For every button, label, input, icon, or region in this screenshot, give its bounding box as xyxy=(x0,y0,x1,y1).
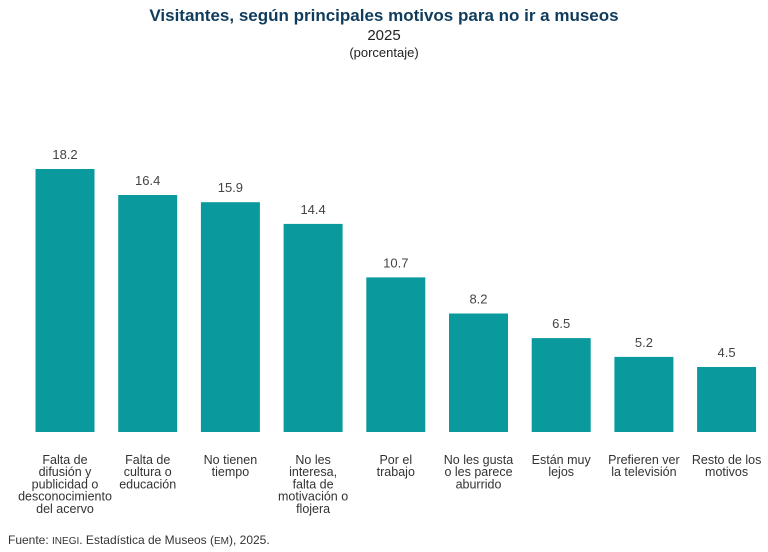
bar-6 xyxy=(449,313,508,432)
category-label-8: Prefieren ver la televisión xyxy=(608,453,680,479)
source-prefix: Fuente: xyxy=(8,533,53,547)
value-label-3: 15.9 xyxy=(218,180,243,195)
source-note: Fuente: INEGI. Estadística de Museos (EM… xyxy=(8,533,270,547)
bar-9 xyxy=(697,367,757,432)
bar-1 xyxy=(35,169,95,432)
category-label-6: No les gusta o les parece aburrido xyxy=(444,453,514,491)
source-text1: . Estadística de Museos ( xyxy=(79,533,214,547)
category-label-5: Por el trabajo xyxy=(377,453,415,479)
value-label-1: 18.2 xyxy=(52,147,77,162)
source-abbr: EM xyxy=(214,536,229,547)
bar-2 xyxy=(118,195,178,432)
chart-subtitle: (porcentaje) xyxy=(349,45,419,60)
value-label-8: 5.2 xyxy=(635,335,653,350)
category-label-3: No tienen tiempo xyxy=(204,453,258,479)
source-org: INEGI xyxy=(52,536,80,547)
category-label-2: Falta de cultura o educación xyxy=(119,453,176,491)
bar-8 xyxy=(614,356,674,432)
category-label-9: Resto de los motivos xyxy=(692,453,761,479)
source-text2: ), 2025. xyxy=(229,533,270,547)
bar-5 xyxy=(366,277,426,432)
category-label-4: No les interesa, falta de motivación o floje… xyxy=(278,453,348,516)
bar-7 xyxy=(531,338,591,432)
category-labels-group: Falta de difusión y publicidad o desconocim… xyxy=(18,453,761,516)
value-label-2: 16.4 xyxy=(135,173,160,188)
bar-4 xyxy=(283,223,343,432)
value-label-4: 14.4 xyxy=(300,202,325,217)
value-label-9: 4.5 xyxy=(718,345,736,360)
bar-3 xyxy=(200,202,260,432)
bars-group xyxy=(35,169,757,432)
value-label-6: 8.2 xyxy=(469,292,487,307)
category-label-7: Están muy lejos xyxy=(532,453,592,479)
chart-year: 2025 xyxy=(367,27,401,44)
value-label-5: 10.7 xyxy=(383,255,408,270)
value-labels-group: 18.2 16.4 15.9 14.4 10.7 8.2 6.5 5.2 4.5 xyxy=(52,147,735,360)
category-label-1: Falta de difusión y publicidad o desconocim… xyxy=(18,453,112,516)
value-label-7: 6.5 xyxy=(552,316,570,331)
chart-title: Visitantes, según principales motivos pa… xyxy=(149,6,619,25)
